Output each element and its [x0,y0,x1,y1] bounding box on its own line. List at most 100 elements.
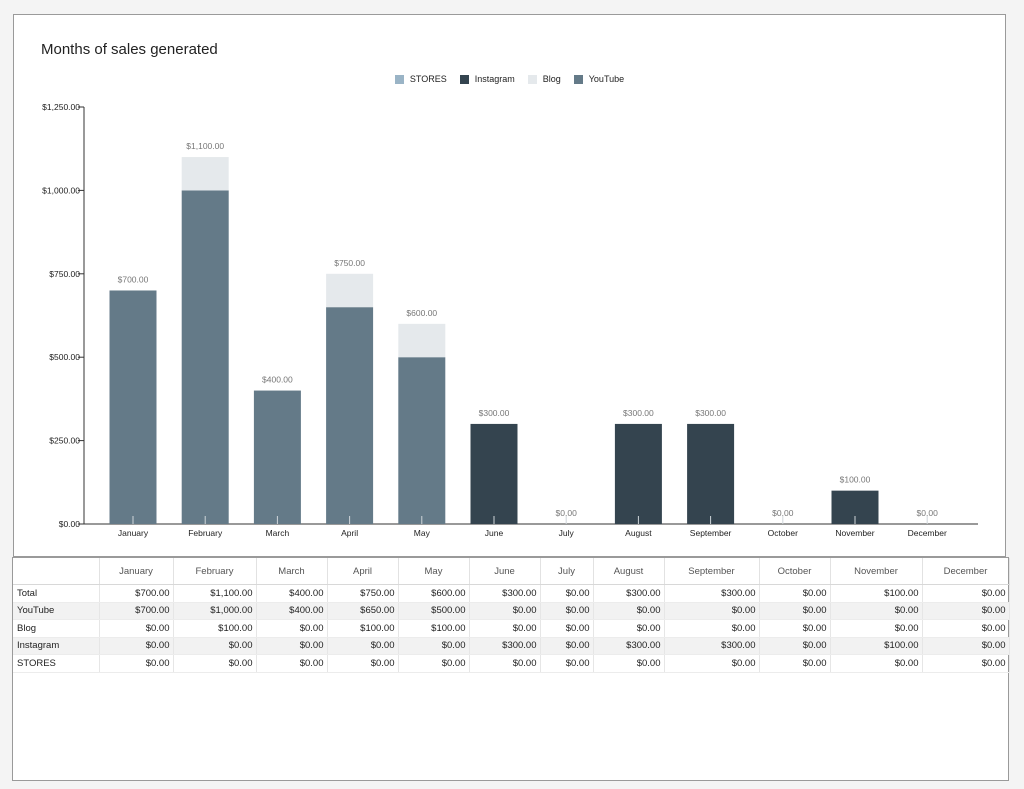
legend-label: STORES [409,74,447,84]
table-row: YouTube $700.00 $1,000.00 $400.00 $650.00 $50… [13,602,1010,620]
table-cell: $0.00 [469,619,541,638]
table-cell: $0.00 [922,637,1010,655]
table-header-row: January February March April May June July Augu… [13,558,1010,585]
bar-total-label: $300.00 [623,408,654,418]
table-column-header: May [398,558,470,585]
y-tick-label: $0.00 [59,519,81,529]
bar-youtube-april [326,307,374,524]
table-cell: $0.00 [922,602,1010,620]
data-table-panel: January February March April May June July Augu… [12,557,1010,781]
table-cell: $300.00 [469,637,541,655]
bar-youtube-may [398,357,446,524]
table-row-label: Blog [13,619,100,638]
table-cell: $650.00 [327,602,399,620]
chart-title: Months of sales generated [41,41,218,58]
legend-item-stores[interactable]: STORES [394,74,447,84]
table-row-label: YouTube [13,602,100,620]
y-tick-label: $500.00 [49,352,80,362]
bar-instagram-august [614,423,662,524]
table-cell: $500.00 [398,602,470,620]
table-row-label: Total [13,584,100,603]
table-row: STORES $0.00 $0.00 $0.00 $0.00 $0.00 $0.00 $0.0… [13,654,1010,673]
bar-total-label: $100.00 [840,475,871,485]
bar-total-label: $300.00 [695,408,726,418]
bar-blog-february [181,157,229,191]
legend-item-youtube[interactable]: YouTube [573,74,625,84]
legend-label: YouTube [588,74,625,84]
x-tick-label: February [188,528,223,538]
x-tick-label: November [835,528,874,538]
bar-chart: $0.00 $250.00 $500.00 $750.00 $1,000.00 $1,25… [42,102,978,538]
table-cell: $0.00 [593,619,665,638]
table-row-label: STORES [13,654,100,673]
table-cell: $0.00 [469,654,541,673]
bar-blog-may [398,323,446,358]
table-cell: $0.00 [593,654,665,673]
table-cell: $300.00 [664,637,760,655]
table-cell: $0.00 [664,654,760,673]
legend-swatch [573,74,583,84]
table-cell: $400.00 [256,584,328,603]
table-cell: $1,000.00 [173,602,257,620]
legend-item-instagram[interactable]: Instagram [459,74,515,84]
table-cell: $700.00 [99,602,174,620]
table-column-header: December [922,558,1010,585]
table-cell: $100.00 [830,637,923,655]
table-cell: $0.00 [759,654,831,673]
bar-youtube-january [109,290,157,524]
table-column-header: November [830,558,923,585]
table-row-label: Instagram [13,637,100,655]
table-cell: $300.00 [593,637,665,655]
x-tick-label: August [625,528,652,538]
x-tick-label: April [341,528,358,538]
x-tick-label: June [485,528,504,538]
chart-legend: STORES Instagram Blog YouTube [14,74,1005,84]
bar-instagram-june [470,423,518,524]
table-cell: $600.00 [398,584,470,603]
table-column-header: April [327,558,399,585]
table-cell: $1,100.00 [173,584,257,603]
bar-total-label: $400.00 [262,375,293,385]
table-cell: $100.00 [830,584,923,603]
table-cell: $0.00 [540,654,594,673]
table-cell: $0.00 [173,637,257,655]
table-cell: $0.00 [922,654,1010,673]
legend-item-blog[interactable]: Blog [527,74,561,84]
table-cell: $750.00 [327,584,399,603]
table-cell: $0.00 [830,602,923,620]
table-cell: $0.00 [759,584,831,603]
x-tick-label: July [559,528,575,538]
table-cell: $0.00 [593,602,665,620]
table-cell: $300.00 [469,584,541,603]
legend-label: Blog [542,74,561,84]
table-cell: $0.00 [256,619,328,638]
table-column-header: March [256,558,328,585]
table-cell: $0.00 [256,654,328,673]
table-cell: $0.00 [830,654,923,673]
table-cell: $0.00 [540,619,594,638]
bar-blog-april [326,273,374,308]
table-cell: $0.00 [540,584,594,603]
bar-total-label: $0.00 [556,508,578,518]
table-cell: $0.00 [256,637,328,655]
table-cell: $0.00 [759,619,831,638]
table-cell: $0.00 [664,602,760,620]
legend-swatch [527,74,537,84]
y-tick-label: $1,000.00 [42,185,80,195]
table-cell: $0.00 [173,654,257,673]
table-cell: $0.00 [469,602,541,620]
x-tick-label: March [266,528,290,538]
bar-total-label: $600.00 [406,308,437,318]
bar-total-label: $1,100.00 [186,141,224,151]
legend-label: Instagram [474,74,515,84]
bar-total-label: $0.00 [917,508,939,518]
table-cell: $0.00 [664,619,760,638]
table-cell: $300.00 [664,584,760,603]
table-row: Blog $0.00 $100.00 $0.00 $100.00 $100.00 $0.00… [13,619,1010,638]
legend-swatch [459,74,469,84]
legend-swatch [394,74,404,84]
bar-instagram-september [687,423,735,524]
table-cell: $0.00 [540,602,594,620]
table-column-header: January [99,558,174,585]
x-tick-label: September [690,528,732,538]
